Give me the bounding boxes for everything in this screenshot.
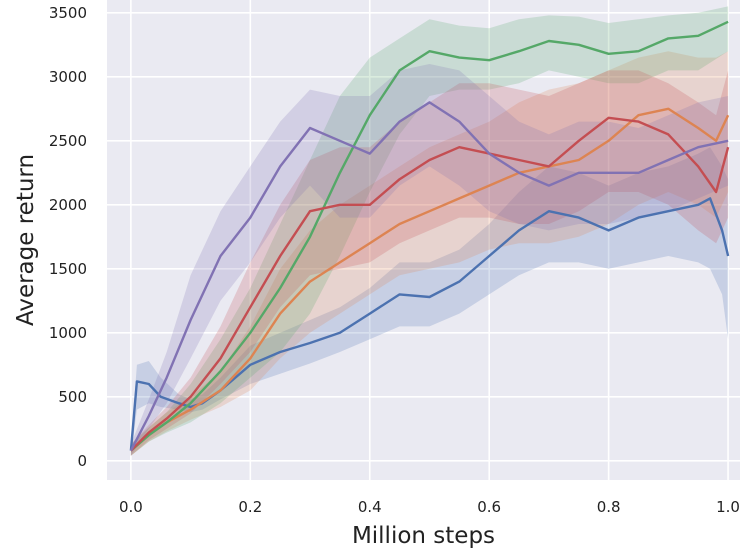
x-tick-labels: 0.0 0.2 0.4 0.6 0.8 1.0 (119, 498, 740, 516)
confidence-bands (130, 6, 729, 456)
series-4-band (130, 70, 729, 456)
y-tick-label: 2500 (49, 132, 87, 150)
series-4-line (130, 116, 730, 452)
series-2-line (130, 107, 730, 452)
x-axis-label: Million steps (352, 523, 495, 549)
y-tick-label: 3000 (49, 68, 87, 86)
series-5-line (129, 101, 729, 452)
y-tick-label: 1000 (49, 324, 87, 342)
y-tick-labels: 0 500 1000 1500 2000 2500 3000 3500 (49, 4, 87, 470)
y-tick-label: 3500 (49, 4, 87, 22)
series-3-line (130, 20, 729, 452)
x-tick-label: 0.4 (358, 498, 382, 516)
series-5-band (130, 64, 729, 456)
series-1-band (130, 147, 729, 456)
series-lines (129, 20, 730, 452)
x-tick-label: 0.2 (238, 498, 262, 516)
y-tick-label: 500 (58, 388, 87, 406)
x-tick-label: 0.6 (477, 498, 501, 516)
y-tick-label: 2000 (49, 196, 87, 214)
series-2-band (130, 51, 729, 456)
series-3-band (130, 6, 729, 456)
x-tick-label: 0.8 (597, 498, 621, 516)
plot-area (107, 0, 740, 480)
y-tick-label: 0 (77, 452, 87, 470)
y-tick-label: 1500 (49, 260, 87, 278)
y-axis-label: Average return (13, 154, 39, 326)
x-tick-label: 0.0 (119, 498, 143, 516)
x-tick-label: 1.0 (716, 498, 740, 516)
